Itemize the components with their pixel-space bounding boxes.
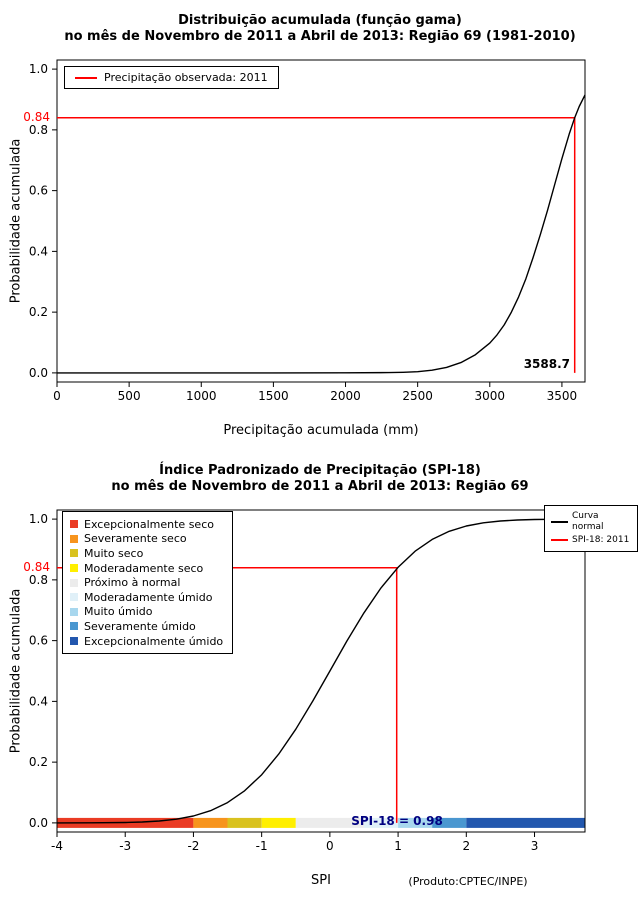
curve-legend-label: SPI-18: 2011 [572, 534, 630, 545]
y-tick-label: 0.6 [29, 184, 48, 198]
category-swatch-icon [70, 637, 78, 646]
category-label: Muito seco [84, 546, 144, 560]
curve-legend-label: Curva normal [572, 511, 604, 533]
spi-color-band [193, 817, 228, 828]
x-tick-label: 2 [462, 839, 470, 853]
spi-category-legend-item: Excepcionalmente seco [70, 517, 223, 532]
curves-legend: Curva normal SPI-18: 2011 [544, 505, 638, 552]
x-tick-label: -2 [187, 839, 199, 853]
chart-title-line2: no mês de Novembro de 2011 a Abril de 20… [111, 479, 529, 494]
spi-color-band [261, 817, 296, 828]
x-tick-label: -3 [119, 839, 131, 853]
observed-probability-label: 0.84 [23, 110, 50, 124]
category-swatch-icon [70, 534, 78, 543]
gamma-distribution-panel: 0 500 1000 1500 2000 2500 3000 3500 0.0 0.2 0.4 0.6… [8, 13, 586, 438]
chart-title-line2: no mês de Novembro de 2011 a Abril de 20… [64, 29, 576, 44]
spi-color-band [295, 817, 364, 828]
spi-category-legend-item: Moderadamente úmido [70, 590, 223, 605]
plot-border [56, 59, 586, 383]
category-swatch-icon [70, 593, 78, 602]
x-tick-label: 1000 [186, 389, 217, 403]
spi-category-legend-item: Moderadamente seco [70, 561, 223, 576]
x-tick-label: -4 [51, 839, 63, 853]
y-tick-label: 0.8 [29, 573, 48, 587]
spi-category-legend-item: Excepcionalmente úmido [70, 634, 223, 649]
spi-panel: -4 -3 -2 -1 0 1 2 3 0.0 0.2 0.4 0.6 0.8 1.0 Índice Pa… [0, 450, 640, 900]
cdf-curve [56, 518, 586, 824]
category-label: Excepcionalmente úmido [84, 634, 224, 648]
curve-legend-item: Curva normal [551, 511, 631, 534]
observed-probability-label: 0.84 [23, 560, 50, 574]
spi-category-legend-item: Muito úmido [70, 605, 223, 620]
x-axis-label: Precipitação acumulada (mm) [223, 423, 419, 438]
red-line-sample-icon [75, 76, 97, 79]
x-tick-label: 1500 [258, 389, 289, 403]
y-tick-label: 0.8 [29, 123, 48, 137]
x-tick-label: 1 [394, 839, 402, 853]
spi-color-band [466, 817, 585, 828]
line-sample-icon [551, 521, 568, 524]
spi-category-legend-item: Muito seco [70, 546, 223, 561]
category-label: Moderadamente úmido [84, 590, 213, 604]
category-swatch-icon [70, 578, 78, 587]
category-swatch-icon [70, 549, 78, 558]
spi-color-band [227, 817, 262, 828]
category-label: Severamente seco [84, 532, 187, 546]
product-credit-label: (Produto:CPTEC/INPE) [408, 875, 528, 888]
category-swatch-icon [70, 622, 78, 631]
x-tick-label: 2500 [402, 389, 433, 403]
category-label: Moderadamente seco [84, 561, 204, 575]
cdf-curve [57, 94, 586, 374]
x-tick-label: -1 [256, 839, 268, 853]
x-tick-label: 0 [53, 389, 61, 403]
x-tick-label: 3 [531, 839, 539, 853]
x-tick-label: 0 [326, 839, 334, 853]
category-swatch-icon [70, 607, 78, 616]
category-label: Severamente úmido [84, 619, 196, 633]
y-tick-label: 0.2 [29, 755, 48, 769]
category-label: Muito úmido [84, 605, 153, 619]
spi-cdf-chart: -4 -3 -2 -1 0 1 2 3 0.0 0.2 0.4 0.6 0.8 1.0 [29, 509, 586, 853]
y-tick-label: 0.6 [29, 634, 48, 648]
y-tick-label: 0.4 [29, 244, 48, 258]
legend-label: Precipitação observada: 2011 [104, 71, 268, 84]
observed-precipitation-label: 3588.7 [523, 357, 570, 371]
spi-value-label: SPI-18 = 0.98 [351, 814, 443, 828]
x-axis-label: SPI [311, 873, 331, 888]
line-sample-icon [551, 539, 568, 542]
chart-title-line1: Índice Padronizado de Precipitação (SPI-… [159, 463, 481, 478]
y-tick-label: 0.2 [29, 305, 48, 319]
y-tick-label: 1.0 [29, 62, 48, 76]
spi-category-legend: Excepcionalmente seco Severamente seco Mui… [62, 511, 234, 655]
x-tick-label: 3000 [475, 389, 506, 403]
x-tick-label: 2000 [330, 389, 361, 403]
y-axis-label: Probabilidade acumulada [8, 138, 24, 304]
spi-color-band [364, 817, 399, 828]
plot-border [56, 509, 586, 833]
y-tick-label: 0.4 [29, 694, 48, 708]
x-tick-label: 3500 [547, 389, 578, 403]
spi-color-band [432, 817, 467, 828]
legend-observed-precipitation: Precipitação observada: 2011 [64, 66, 279, 89]
category-label: Excepcionalmente seco [84, 517, 214, 531]
spi-category-legend-item: Próximo à normal [70, 575, 223, 590]
y-tick-label: 1.0 [29, 512, 48, 526]
spi-category-legend-item: Severamente úmido [70, 619, 223, 634]
spi-color-band [398, 817, 433, 828]
y-tick-label: 0.0 [29, 366, 48, 380]
category-swatch-icon [70, 520, 78, 529]
gamma-cdf-chart: 0 500 1000 1500 2000 2500 3000 3500 0.0 0.2 0.4 0.6… [29, 59, 586, 403]
chart-title-line1: Distribuição acumulada (função gama) [178, 13, 462, 28]
category-swatch-icon [70, 564, 78, 573]
curve-legend-item: SPI-18: 2011 [551, 535, 631, 546]
category-label: Próximo à normal [84, 576, 181, 590]
y-axis-label: Probabilidade acumulada [8, 588, 24, 754]
y-tick-label: 0.0 [29, 816, 48, 830]
x-tick-label: 500 [118, 389, 141, 403]
spi-category-legend-item: Severamente seco [70, 532, 223, 547]
